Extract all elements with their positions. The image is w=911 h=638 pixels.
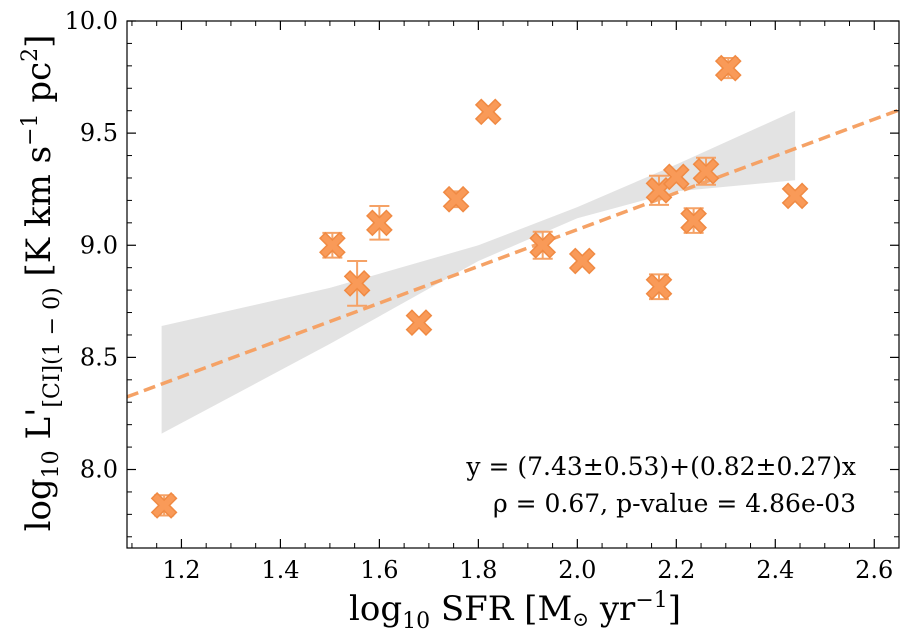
y-tick-label: 9.5 bbox=[80, 119, 118, 147]
x-tick-label: 2.0 bbox=[558, 556, 596, 584]
y-tick-label: 9.0 bbox=[80, 231, 118, 259]
data-point bbox=[405, 309, 433, 336]
confidence-band-layer bbox=[161, 110, 796, 434]
x-tick-label: 1.2 bbox=[162, 556, 200, 584]
y-tick-label: 10.0 bbox=[65, 7, 118, 35]
ticks-layer bbox=[127, 20, 900, 548]
x-tick-label: 2.2 bbox=[657, 556, 695, 584]
x-marker bbox=[345, 272, 369, 295]
data-point bbox=[366, 205, 393, 241]
data-point bbox=[568, 247, 596, 275]
x-marker bbox=[477, 100, 500, 124]
data-point bbox=[662, 163, 690, 191]
y-axis-label: log10 L'[CI](1 − 0) [K km s−1 pc2] bbox=[18, 35, 65, 532]
x-marker bbox=[531, 234, 554, 257]
confidence-band bbox=[161, 110, 796, 434]
data-point bbox=[150, 492, 178, 519]
y-tick-label: 8.5 bbox=[80, 343, 118, 371]
data-point bbox=[442, 185, 470, 213]
fit-annotation-equation: y = (7.43±0.53)+(0.82±0.27)x bbox=[465, 452, 856, 481]
data-point bbox=[529, 230, 557, 260]
data-point bbox=[714, 54, 742, 82]
data-point bbox=[781, 182, 809, 210]
data-point bbox=[474, 98, 502, 126]
x-tick-labels: 1.2 1.4 1.6 1.8 2.0 2.2 2.4 2.6 bbox=[162, 556, 893, 584]
x-marker bbox=[444, 188, 468, 211]
x-axis-label: log10 SFR [M⊙ yr−1] bbox=[349, 588, 681, 634]
data-point bbox=[680, 207, 707, 234]
data-points-layer bbox=[150, 54, 809, 519]
x-tick-label: 1.8 bbox=[459, 556, 497, 584]
x-marker bbox=[783, 184, 807, 208]
x-marker bbox=[152, 494, 176, 517]
x-marker bbox=[407, 311, 431, 334]
data-point bbox=[343, 259, 371, 307]
x-marker bbox=[368, 211, 391, 235]
x-tick-label: 1.6 bbox=[360, 556, 398, 584]
x-marker bbox=[647, 275, 671, 298]
data-point bbox=[645, 273, 673, 301]
x-tick-label: 1.4 bbox=[261, 556, 299, 584]
y-tick-label: 8.0 bbox=[80, 456, 118, 484]
x-marker bbox=[571, 249, 594, 273]
fit-line-layer bbox=[126, 108, 900, 399]
fit-annotation-stats: ρ = 0.67, p-value = 4.86e-03 bbox=[493, 489, 856, 518]
y-tick-labels: 8.0 8.5 9.0 9.5 10.0 bbox=[65, 7, 118, 484]
x-marker bbox=[321, 234, 344, 257]
x-tick-label: 2.4 bbox=[756, 556, 794, 584]
x-marker bbox=[647, 179, 671, 202]
plot-frame bbox=[126, 20, 900, 549]
fit-line bbox=[126, 108, 900, 399]
x-marker bbox=[717, 56, 740, 80]
data-point bbox=[645, 174, 673, 206]
x-marker bbox=[665, 165, 688, 189]
x-marker bbox=[694, 160, 718, 183]
data-point bbox=[692, 156, 720, 186]
x-tick-label: 2.6 bbox=[855, 556, 893, 584]
x-marker bbox=[682, 209, 705, 232]
data-point bbox=[319, 231, 346, 259]
